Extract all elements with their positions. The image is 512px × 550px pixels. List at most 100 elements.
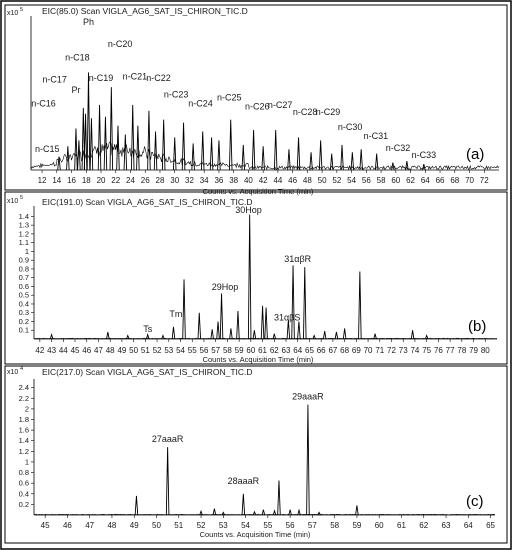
x-tick-label: 70 [364, 346, 373, 355]
chromatogram-peak [77, 140, 81, 171]
chromatogram-peak [422, 163, 426, 171]
y-tick-label: 0.5 [19, 291, 29, 300]
panel-a-title: EIC(85.0) Scan VIGLA_AG6_SAT_IS_CHIRON_T… [42, 6, 248, 16]
y-tick-label: 0.4 [19, 299, 29, 308]
x-tick-label: 72 [480, 176, 489, 185]
x-tick-label: 63 [282, 346, 291, 355]
x-tick-label: 60 [391, 176, 400, 185]
y-tick-label: 1 [25, 247, 29, 256]
chromatogram-peak [197, 312, 202, 340]
chromatogram-peak [153, 131, 158, 171]
panel-a-label: (a) [466, 146, 484, 163]
chromatogram-peak [340, 144, 344, 171]
chromatogram-peak [221, 511, 226, 516]
y-tick-label: 1.3 [19, 221, 29, 230]
peak-label: 31αβS [274, 313, 300, 323]
x-tick-label: 80 [481, 346, 490, 355]
x-tick-label: 54 [347, 176, 356, 185]
x-tick-label: 56 [362, 176, 371, 185]
x-tick-label: 50 [318, 176, 327, 185]
chromatogram-peak [405, 161, 409, 171]
chromatogram-peak [264, 307, 268, 340]
chromatogram-peak [209, 137, 214, 171]
peak-label: 31αβR [284, 254, 311, 264]
chromatogram-peak [317, 511, 321, 516]
x-tick-label: 20 [97, 176, 106, 185]
chromatogram-peak [252, 330, 257, 340]
x-tick-label: 76 [434, 346, 443, 355]
panel-c: x10 4 EIC(217.0) Scan VIGLA_AG6_SAT_IS_C… [7, 366, 496, 539]
x-tick-label: 47 [94, 346, 103, 355]
x-tick-label: 68 [340, 346, 349, 355]
chromatogram-peak [116, 125, 120, 171]
chromatogram-peak [261, 146, 265, 171]
x-tick-label: 51 [141, 346, 150, 355]
chromatogram-peak [291, 265, 295, 340]
panel-b-y-exponent: 5 [20, 195, 23, 201]
peak-label: n-C23 [164, 89, 189, 99]
chromatogram-peak [147, 110, 151, 171]
chromatogram-peak [145, 333, 150, 340]
chromatogram-peak [236, 310, 240, 340]
y-tick-label: 0.8 [19, 264, 29, 273]
y-tick-label: 0.2 [19, 500, 29, 509]
chromatogram-peak [296, 137, 301, 171]
chromatogram-peak [374, 153, 379, 171]
x-tick-label: 71 [375, 346, 384, 355]
peak-label: n-C32 [386, 143, 411, 153]
chromatogram-peak [273, 130, 278, 171]
x-tick-label: 44 [273, 176, 282, 185]
peak-label: n-C18 [65, 52, 90, 62]
chromatogram-peak [272, 333, 277, 340]
x-tick-label: 45 [41, 521, 50, 530]
x-tick-label: 54 [176, 346, 185, 355]
x-tick-label: 28 [156, 176, 165, 185]
chromatogram-peak [241, 144, 246, 171]
x-tick-label: 75 [422, 346, 431, 355]
x-tick-label: 42 [259, 176, 268, 185]
chromatogram-peak [373, 333, 377, 340]
chromatogram-peak [97, 104, 102, 171]
x-tick-label: 77 [446, 346, 455, 355]
x-tick-label: 58 [377, 176, 386, 185]
panel-c-y-scale: x10 [7, 369, 18, 376]
x-tick-label: 55 [188, 346, 197, 355]
peak-label: n-C17 [42, 75, 67, 85]
y-tick-label: 0.9 [19, 256, 29, 265]
panel-c-frame [4, 365, 508, 544]
panel-a-y-exponent: 5 [20, 7, 23, 13]
chromatogram-peak [350, 152, 355, 171]
x-tick-label: 57 [211, 346, 220, 355]
peak-label: n-C25 [217, 92, 242, 102]
chromatogram-peak [342, 328, 347, 340]
chromatogram-peak [161, 119, 166, 171]
x-tick-label: 64 [421, 176, 430, 185]
x-tick-label: 38 [229, 176, 238, 185]
x-tick-label: 68 [450, 176, 459, 185]
panel-a-frame [4, 4, 508, 191]
x-tick-label: 54 [241, 521, 250, 530]
chromatogram-peak [318, 140, 323, 171]
x-tick-label: 26 [141, 176, 150, 185]
chromatogram-peak [358, 271, 362, 340]
chromatogram-peak [216, 321, 220, 340]
y-tick-label: 0.4 [19, 489, 29, 498]
chromatogram-peak [89, 118, 94, 171]
panel-a-plot: 12 14 16 18 20 22 24 26 28 30 32 34 36 38 40 42 44 46 48 50… [30, 16, 500, 185]
x-tick-label: 55 [263, 521, 272, 530]
x-tick-label: 50 [129, 346, 138, 355]
x-tick-label: 52 [332, 176, 341, 185]
x-tick-label: 22 [111, 176, 120, 185]
x-tick-label: 47 [85, 521, 94, 530]
x-tick-label: 72 [387, 346, 396, 355]
x-tick-label: 62 [270, 346, 279, 355]
panel-b-title: EIC(191.0) Scan VIGLA_AG6_SAT_IS_CHIRON_… [42, 197, 253, 207]
x-tick-label: 60 [246, 346, 255, 355]
panel-b-plot: 42 43 44 45 46 47 48 49 50 51 52 53 54 55 56 57 58 59 60 61… [19, 205, 498, 355]
x-tick-label: 65 [486, 521, 495, 530]
peak-label: n-C19 [89, 73, 114, 83]
x-tick-label: 61 [397, 521, 406, 530]
chromatogram-peak [123, 134, 128, 171]
chromatogram-peak [109, 87, 114, 171]
panel-b-frame [4, 191, 508, 365]
